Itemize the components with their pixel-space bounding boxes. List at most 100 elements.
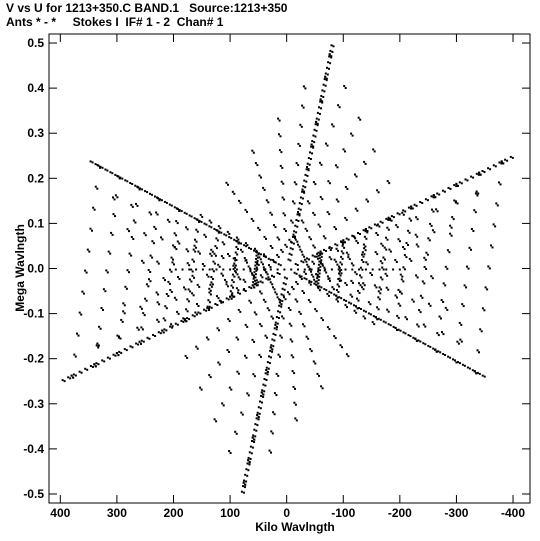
data-point-373	[444, 354, 447, 356]
data-point-1150	[138, 340, 141, 343]
data-point-1671	[297, 268, 299, 271]
data-point-1540	[122, 310, 125, 313]
data-point-22	[299, 196, 302, 199]
data-point-1022	[164, 305, 167, 308]
data-point-1422	[102, 288, 105, 291]
data-point-927	[259, 355, 262, 358]
data-point-889	[186, 310, 189, 313]
data-point-84	[280, 293, 283, 296]
data-point-366	[427, 344, 430, 347]
data-point-299	[97, 363, 100, 366]
data-point-703	[338, 280, 341, 282]
data-point-676	[308, 281, 311, 284]
data-point-625	[231, 292, 234, 295]
data-point-644	[236, 240, 239, 243]
data-point-1597	[321, 387, 324, 390]
data-point-1345	[436, 210, 439, 213]
data-point-1154	[142, 312, 145, 315]
data-point-947	[364, 249, 367, 252]
data-point-594	[297, 243, 299, 246]
data-point-870	[269, 211, 272, 214]
data-point-866	[293, 181, 296, 184]
data-point-1160	[147, 269, 150, 271]
data-point-175	[347, 238, 350, 241]
data-point-842	[355, 305, 357, 308]
data-point-1109	[387, 310, 390, 313]
data-point-1358	[444, 265, 447, 268]
data-point-75	[331, 50, 334, 53]
data-point-877	[234, 259, 237, 262]
data-point-405	[245, 245, 248, 248]
data-point-300	[89, 365, 92, 367]
x-tick-label-3: 100	[220, 506, 240, 520]
data-point-125	[259, 407, 262, 410]
data-point-1179	[188, 264, 191, 267]
data-point-1536	[173, 246, 176, 249]
data-point-831	[361, 268, 364, 271]
x-tick-label-0: 400	[50, 506, 70, 520]
data-point-73	[330, 56, 333, 59]
data-point-781	[228, 255, 231, 257]
data-point-722	[312, 244, 315, 247]
data-point-1207	[363, 284, 366, 287]
data-point-910	[203, 233, 206, 236]
data-point-937	[303, 325, 306, 328]
data-point-132	[253, 428, 256, 431]
data-point-1606	[449, 224, 452, 227]
data-point-551	[313, 262, 315, 265]
data-point-1351	[454, 201, 457, 204]
data-point-271	[176, 323, 179, 326]
data-point-1132	[279, 164, 282, 167]
data-point-1497	[460, 323, 463, 326]
data-point-1199	[293, 372, 296, 375]
data-point-12	[294, 224, 297, 227]
data-point-1404	[185, 248, 188, 251]
data-point-1367	[437, 334, 440, 337]
data-point-783	[233, 266, 236, 269]
data-point-269	[182, 320, 185, 323]
data-point-100	[271, 338, 274, 341]
data-point-692	[340, 250, 343, 253]
data-point-74	[329, 49, 332, 52]
data-point-102	[270, 344, 273, 347]
data-point-1649	[373, 150, 376, 153]
data-point-631	[233, 275, 236, 278]
data-point-1373	[424, 325, 427, 328]
data-point-475	[281, 250, 284, 253]
data-point-637	[235, 259, 238, 261]
data-point-499	[254, 273, 257, 276]
data-point-1085	[411, 207, 414, 210]
data-point-275	[165, 329, 168, 332]
data-point-448	[134, 184, 137, 187]
data-point-222	[481, 170, 484, 172]
data-point-1264	[278, 149, 281, 152]
data-point-815	[347, 253, 350, 256]
data-point-1383	[367, 200, 369, 203]
data-point-699	[340, 268, 343, 271]
data-point-868	[281, 196, 284, 199]
data-point-879	[222, 274, 224, 277]
data-point-1253	[346, 188, 349, 190]
data-point-518	[262, 266, 265, 269]
data-point-1659	[378, 268, 381, 271]
data-point-1375	[412, 300, 415, 303]
data-point-747	[236, 273, 239, 276]
data-point-1644	[401, 211, 404, 214]
data-point-1656	[398, 268, 401, 271]
data-point-1473	[410, 259, 413, 262]
data-point-558	[319, 253, 322, 256]
data-point-946	[363, 247, 366, 250]
data-point-1384	[354, 173, 356, 176]
data-point-1265	[280, 151, 283, 154]
data-point-710	[335, 294, 338, 297]
data-point-1380	[376, 223, 379, 226]
data-point-844	[349, 293, 352, 296]
data-point-1336	[353, 309, 356, 312]
data-point-1586	[228, 450, 231, 452]
data-point-122	[259, 400, 261, 403]
data-point-215	[460, 182, 463, 185]
data-point-1027	[168, 282, 171, 285]
data-point-461	[106, 169, 109, 172]
data-point-1239	[415, 339, 418, 342]
data-point-1496	[458, 321, 461, 324]
